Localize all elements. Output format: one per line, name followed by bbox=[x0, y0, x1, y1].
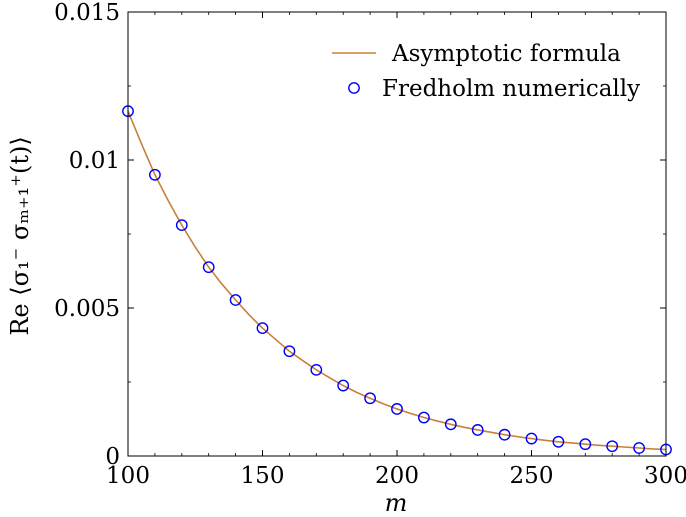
y-tick-label: 0 bbox=[105, 444, 120, 470]
x-tick-label: 200 bbox=[375, 463, 419, 489]
y-tick-label: 0.01 bbox=[69, 148, 120, 174]
y-tick-label: 0.005 bbox=[54, 296, 120, 322]
data-point-fredholm bbox=[498, 428, 511, 441]
x-tick-label: 100 bbox=[106, 463, 150, 489]
plot-area bbox=[122, 105, 672, 456]
legend-label-fredholm: Fredholm numerically bbox=[382, 76, 640, 102]
data-point-fredholm bbox=[391, 403, 403, 415]
data-point-fredholm bbox=[337, 379, 350, 392]
x-axis-label: m bbox=[385, 489, 408, 517]
data-point-fredholm bbox=[229, 294, 242, 306]
axis-ticks: 100 150 200 250 300 0 0.005 0.01 0.015 bbox=[54, 0, 686, 489]
data-point-fredholm bbox=[579, 438, 592, 451]
data-point-fredholm bbox=[525, 432, 538, 445]
data-point-fredholm bbox=[202, 261, 215, 274]
data-point-fredholm bbox=[444, 418, 457, 431]
x-tick-label: 150 bbox=[241, 463, 285, 489]
data-point-fredholm bbox=[148, 168, 161, 181]
data-point-fredholm bbox=[606, 440, 619, 453]
data-point-fredholm bbox=[175, 219, 188, 232]
x-tick-label: 300 bbox=[644, 463, 686, 489]
y-tick-label: 0.015 bbox=[54, 0, 120, 26]
data-point-fredholm bbox=[283, 345, 296, 358]
data-point-fredholm bbox=[364, 392, 376, 405]
data-point-fredholm bbox=[310, 363, 323, 376]
data-point-fredholm bbox=[256, 322, 269, 335]
series-line-asymptotic bbox=[127, 110, 667, 451]
x-tick-label: 250 bbox=[510, 463, 554, 489]
legend-label-asymptotic: Asymptotic formula bbox=[391, 41, 621, 67]
data-point-fredholm bbox=[417, 411, 430, 424]
y-axis-label: Re ⟨σ₁⁻ σₘ₊₁⁺(t)⟩ bbox=[6, 136, 34, 335]
legend: Asymptotic formula Fredholm numerically bbox=[332, 41, 640, 102]
data-point-fredholm bbox=[552, 435, 565, 448]
data-point-fredholm bbox=[471, 424, 484, 436]
legend-marker-swatch bbox=[348, 82, 360, 94]
